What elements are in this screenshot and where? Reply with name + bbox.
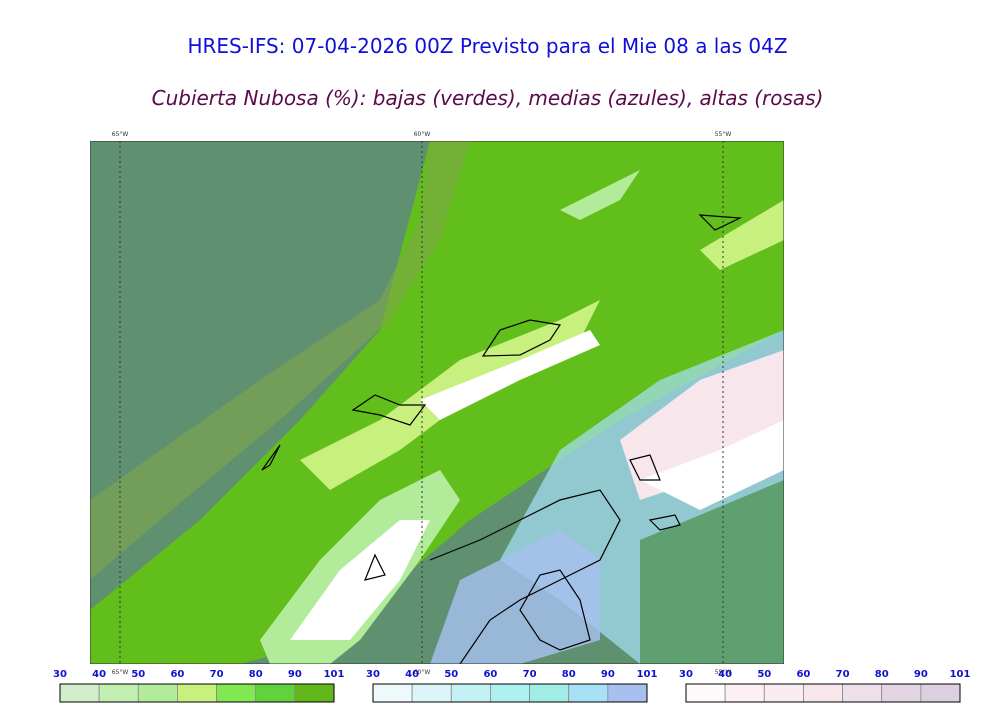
colorbar-tick-label: 70 [523,669,537,680]
colorbar-swatch [372,683,413,703]
colorbar-tick-label: 50 [757,669,771,680]
colorbar-swatch [450,683,491,703]
colorbar-tick-label: 40 [92,669,106,680]
colorbar-tick-label: 70 [210,669,224,680]
colorbar-tick-label: 60 [170,669,184,680]
colorbars: 30 40 50 60 70 80 90 101 30 40 50 60 70 80 90 101 30 40 50… [53,669,971,703]
colorbar-tick-label: 40 [405,669,419,680]
map-title: HRES-IFS: 07-04-2026 00Z Previsto para e… [187,34,788,58]
colorbar-tick-label: 60 [796,669,810,680]
colorbar-tick-label: 101 [324,669,345,680]
colorbar-tick-label: 30 [53,669,67,680]
colorbar-swatch [137,683,178,703]
colorbar-swatch [607,683,648,703]
colorbar-swatch [216,683,257,703]
longitude-label: 60°W [414,669,431,676]
colorbar-frame [372,683,648,703]
colorbar-swatch [177,683,217,703]
colorbar-tick-label: 101 [637,669,658,680]
colorbar-swatch [98,683,139,703]
colorbar-tick-label: 90 [601,669,615,680]
colorbar-tick-label: 80 [249,669,263,680]
map-subtitle: Cubierta Nubosa (%): bajas (verdes), med… [151,86,824,110]
colorbar-swatch [568,683,609,703]
colorbar-swatch [255,683,296,703]
colorbar-swatch [685,683,726,703]
longitude-label: 65°W [112,131,129,138]
longitude-label: 55°W [715,131,732,138]
colorbar-tick-label: 40 [718,669,732,680]
colorbar-tick-label: 90 [288,669,302,680]
colorbar-swatch [881,683,922,703]
map [90,141,784,664]
colorbar-swatch [724,683,765,703]
longitude-label: 55°W [715,669,732,676]
colorbar-swatch [763,683,804,703]
colorbar-swatch [411,683,452,703]
longitude-label: 60°W [414,131,431,138]
colorbar-swatch [294,683,335,703]
colorbar-tick-label: 80 [875,669,889,680]
colorbar-swatch [529,683,570,703]
colorbar-frame [685,683,961,703]
colorbar-tick-label: 30 [679,669,693,680]
longitude-labels: 65°W 65°W 60°W 60°W 55°W 55°W [112,131,732,676]
colorbar-swatch [842,683,883,703]
colorbar-tick-label: 70 [836,669,850,680]
colorbar-tick-label: 50 [131,669,145,680]
colorbar-tick-label: 60 [483,669,497,680]
colorbar-tick-label: 30 [366,669,380,680]
colorbar-tick-label: 80 [562,669,576,680]
colorbar-tick-label: 101 [950,669,971,680]
colorbar-tick-label: 90 [914,669,928,680]
colorbar-swatch [920,683,961,703]
colorbar-swatch [59,683,100,703]
longitude-label: 65°W [112,669,129,676]
colorbar-swatch [490,683,530,703]
colorbar-swatch [803,683,843,703]
colorbar-frame [59,683,335,703]
colorbar-tick-label: 50 [444,669,458,680]
